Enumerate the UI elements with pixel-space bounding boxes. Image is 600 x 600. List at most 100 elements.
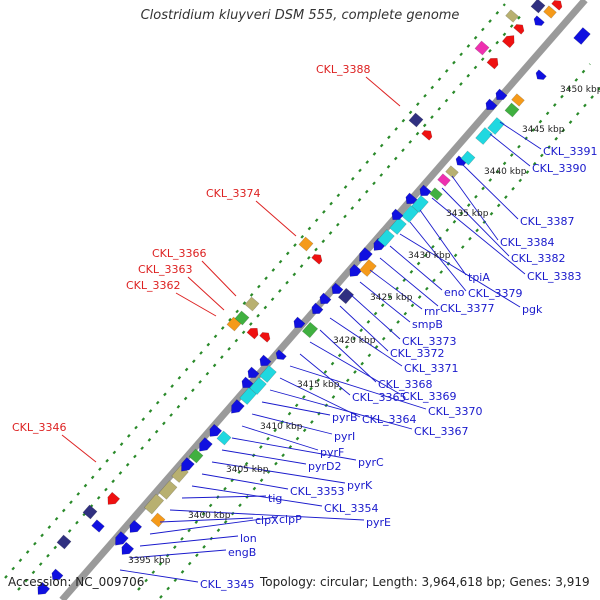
upper-gene-10-shape xyxy=(244,296,260,312)
lower-label: CKL_3365 xyxy=(352,391,407,404)
scale-label: 3395 kbp xyxy=(128,556,171,566)
lower-gene-13-shape xyxy=(259,365,277,383)
lower-gene-35-shape xyxy=(429,187,443,201)
leader-line xyxy=(279,377,361,418)
leader-line xyxy=(441,187,510,257)
lower-gene-26 xyxy=(359,247,373,262)
upper-gene-19-shape xyxy=(501,35,515,49)
lower-label: CKL_3390 xyxy=(532,162,587,175)
leader-line xyxy=(329,317,403,367)
lower-gene-12 xyxy=(249,377,267,395)
lower-gene-45 xyxy=(511,93,525,107)
lower-gene-37-shape xyxy=(445,165,459,179)
upper-gene-11-shape xyxy=(246,327,259,340)
lower-gene-21-shape xyxy=(319,292,332,305)
lower-gene-5 xyxy=(181,457,195,472)
upper-label: CKL_3388 xyxy=(316,63,371,76)
leader-line xyxy=(289,365,427,410)
genome-stats-text: Topology: circular; Length: 3,964,618 bp… xyxy=(260,575,590,589)
lower-label: CKL_3383 xyxy=(527,270,582,283)
upper-gene-9-shape xyxy=(234,310,250,326)
lower-label: CKL_3382 xyxy=(511,252,566,265)
leader-line xyxy=(251,413,333,435)
lower-gene-28-shape xyxy=(377,229,395,247)
leader-line xyxy=(211,461,346,484)
lower-gene-20-shape xyxy=(311,302,324,315)
leader-line xyxy=(359,281,411,323)
upper-gene-7-shape xyxy=(150,512,166,528)
lower-gene-1-shape xyxy=(129,519,143,533)
lower-gene-9 xyxy=(216,430,232,446)
lower-gene-34 xyxy=(419,184,432,197)
leader-line xyxy=(399,233,521,308)
lower-gene-44-shape xyxy=(504,102,520,118)
lower-gene-47-shape xyxy=(573,27,591,45)
guide-outer-2 xyxy=(17,11,525,591)
leader-line xyxy=(499,121,542,150)
lower-gene-0-shape xyxy=(115,531,129,546)
lower-gene-39-shape xyxy=(460,150,476,166)
lower-gene-35 xyxy=(429,187,443,201)
upper-gene-22 xyxy=(543,5,557,19)
lower-gene-41 xyxy=(487,117,505,135)
lower-label: clpP xyxy=(279,513,302,526)
lower-label: CKL_3387 xyxy=(520,215,575,228)
upper-gene-9 xyxy=(234,310,250,326)
leader-line xyxy=(139,535,239,547)
leader-line xyxy=(369,269,423,310)
lower-gene-30 xyxy=(401,205,419,223)
lower-gene-33-shape xyxy=(405,192,418,205)
upper-gene-17 xyxy=(474,40,490,56)
leader-line xyxy=(451,175,499,241)
lower-gene-6-shape xyxy=(188,448,204,464)
lower-label: rnr xyxy=(424,305,440,318)
lower-label: CKL_3369 xyxy=(402,390,457,403)
lower-gene-11 xyxy=(239,387,257,405)
leader-line xyxy=(221,449,307,465)
upper-gene-25 xyxy=(551,0,563,11)
scale-label: 3430 kbp xyxy=(408,251,451,261)
lower-label: CKL_3345 xyxy=(200,578,255,591)
upper-gene-20-shape xyxy=(513,24,525,35)
lower-gene-12-shape xyxy=(249,377,267,395)
upper-gene-13 xyxy=(298,236,314,252)
lower-label: smpB xyxy=(412,318,443,331)
lower-label: CKL_3353 xyxy=(290,485,345,498)
lower-gene-45-shape xyxy=(511,93,525,107)
leader-line xyxy=(187,276,225,311)
lower-gene-39 xyxy=(460,150,476,166)
upper-gene-3-shape xyxy=(82,504,98,520)
lower-gene-0 xyxy=(115,531,129,546)
lower-label: pyrE xyxy=(366,516,391,529)
lower-gene-17 xyxy=(275,349,287,360)
upper-gene-5 xyxy=(91,519,105,533)
upper-gene-6 xyxy=(121,541,135,555)
scale-label: 3440 kbp xyxy=(484,167,527,177)
lower-gene-22 xyxy=(331,282,344,295)
upper-label: CKL_3363 xyxy=(138,263,193,276)
leader-line xyxy=(379,257,439,307)
lower-gene-8 xyxy=(209,423,223,437)
upper-label: CKL_3374 xyxy=(206,187,261,200)
upper-gene-12 xyxy=(259,332,271,343)
scale-label: 3400 kbp xyxy=(188,511,231,521)
upper-gene-21 xyxy=(530,0,546,14)
lower-label: pyrB xyxy=(332,411,358,424)
upper-gene-2 xyxy=(56,534,72,550)
scale-label: 3435 kbp xyxy=(446,209,489,219)
upper-gene-23 xyxy=(505,9,519,23)
lower-gene-36 xyxy=(437,173,451,187)
upper-gene-5-shape xyxy=(91,519,105,533)
lower-label: CKL_3354 xyxy=(324,502,379,515)
upper-gene-15 xyxy=(408,112,424,128)
lower-label: CKL_3368 xyxy=(378,378,433,391)
lower-gene-41-shape xyxy=(487,117,505,135)
upper-gene-24-shape xyxy=(533,15,545,26)
leader-line xyxy=(489,133,531,167)
lower-label: pgk xyxy=(522,303,543,316)
lower-gene-11-shape xyxy=(239,387,257,405)
leader-line xyxy=(149,516,278,535)
lower-gene-19 xyxy=(301,321,319,339)
lower-gene-15 xyxy=(247,366,260,379)
leader-line xyxy=(409,221,467,292)
